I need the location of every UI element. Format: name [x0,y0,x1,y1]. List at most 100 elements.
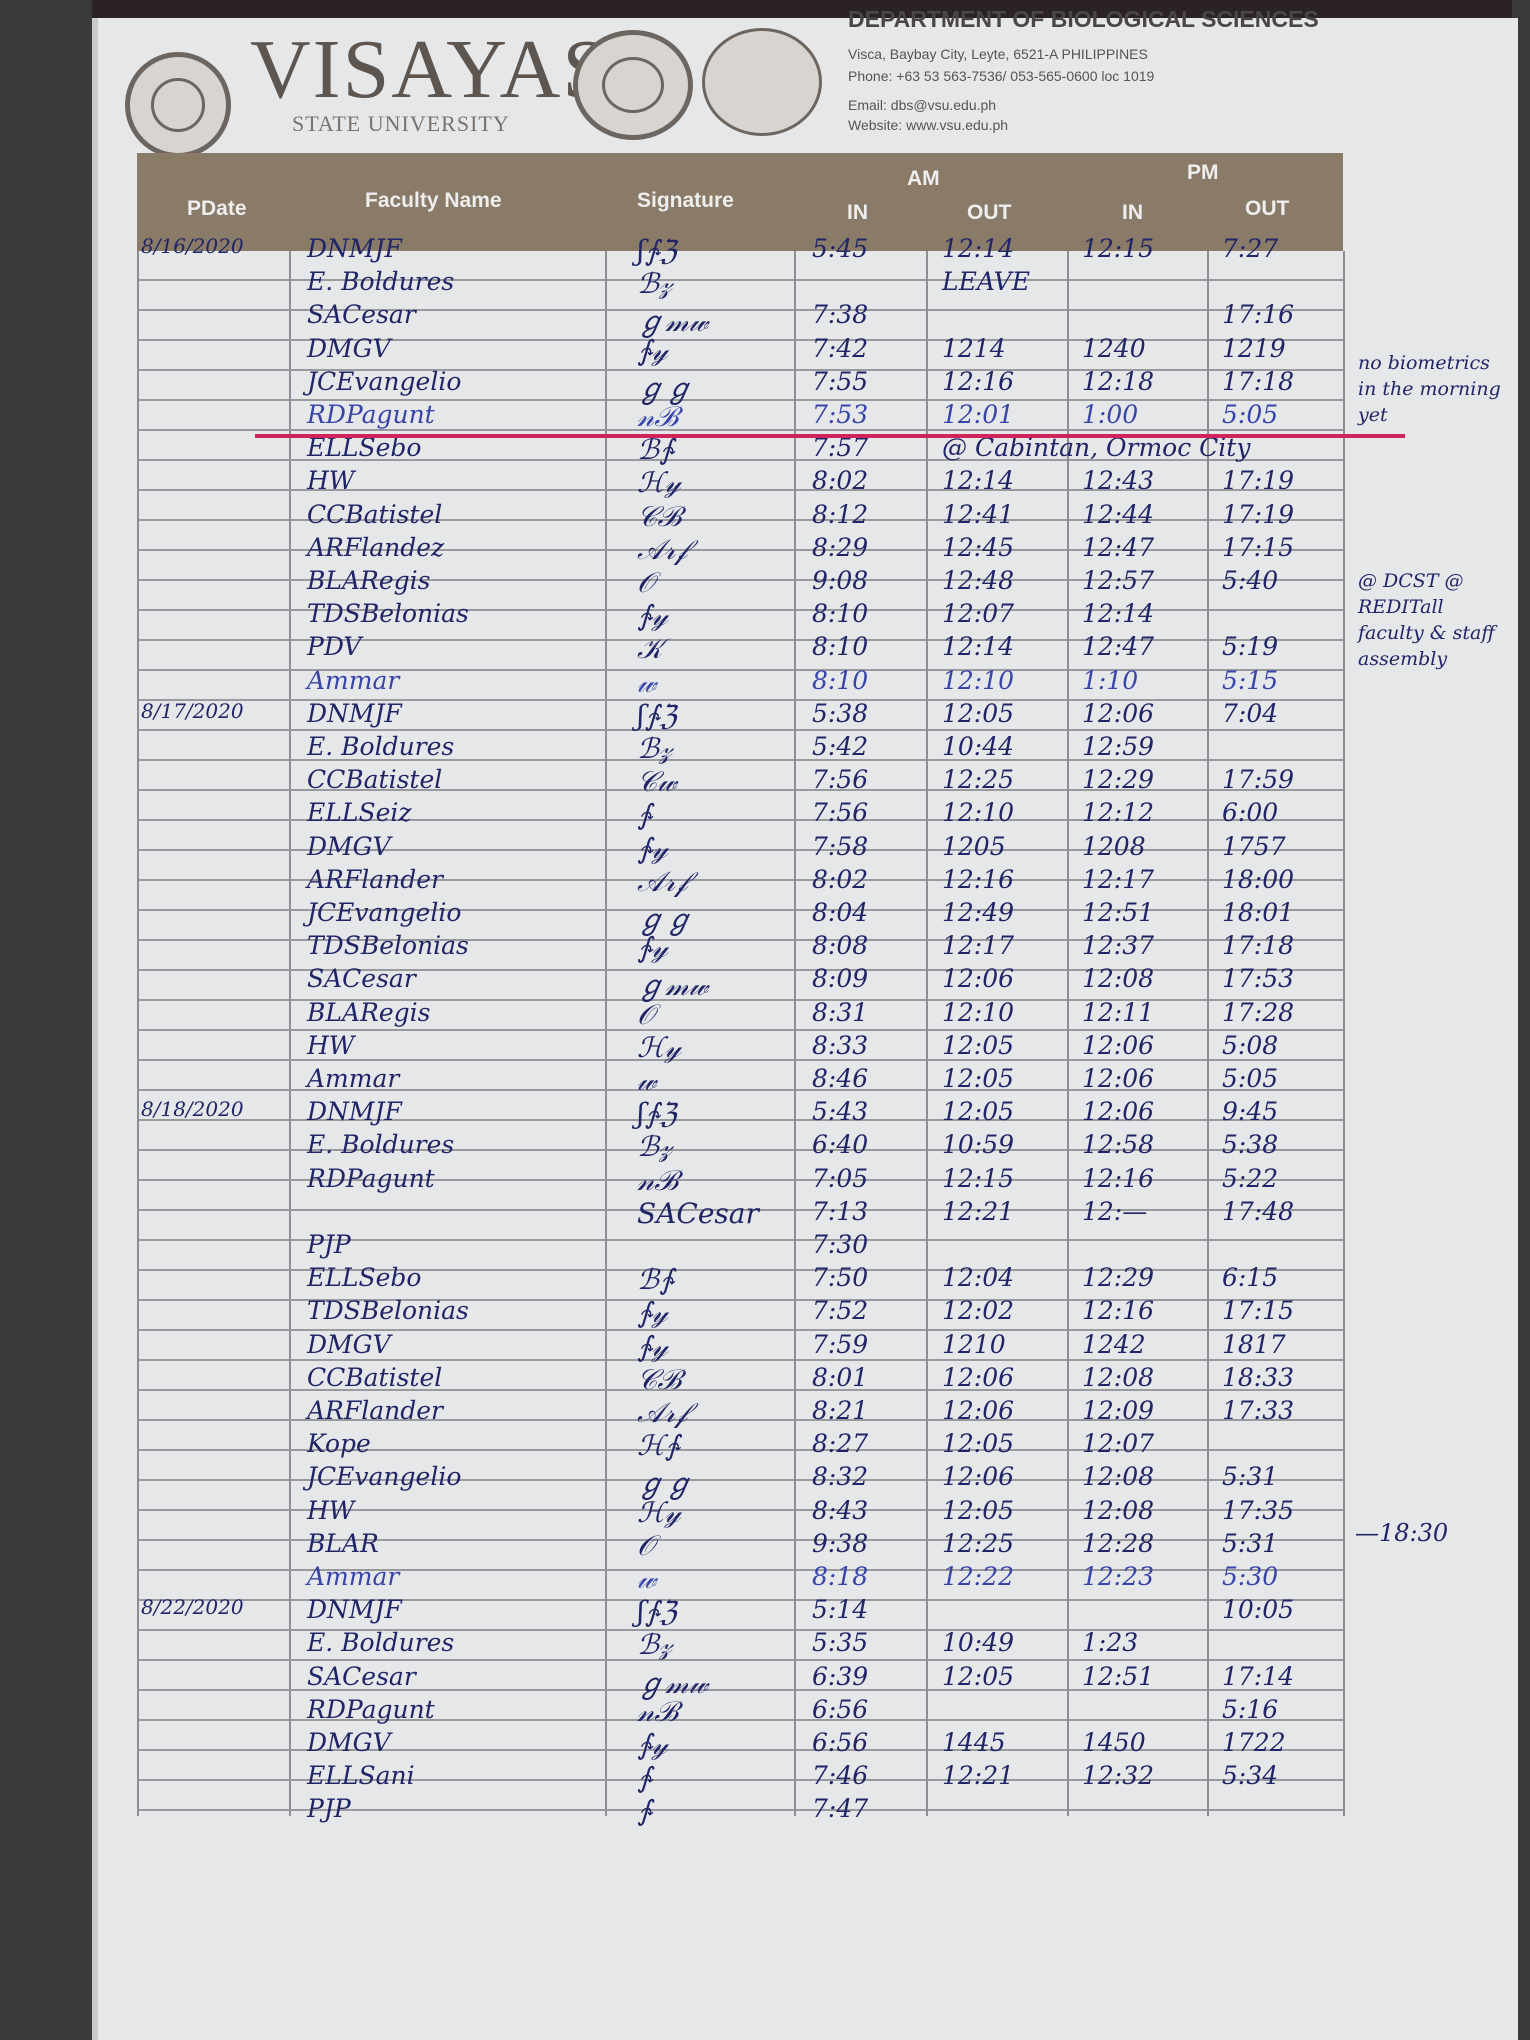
table-row: SACesar ℊ𝓂𝓌 7:38 17:16 [137,298,1343,338]
university-name: VISAYAS [250,23,612,116]
pm-out-cell: 17:59 [1222,765,1295,795]
pm-in-cell: 1208 [1082,831,1146,861]
am-in-cell: 7:38 [812,300,869,330]
am-out-cell: 1210 [942,1329,1006,1359]
signature-cell: 𝒪 [637,997,655,1031]
am-in-cell: 9:08 [812,566,869,595]
header-pm-out: OUT [1245,197,1290,220]
note-biometrics: no biometrics in the morning yet [1358,352,1501,426]
am-in-cell: 6:39 [812,1661,869,1691]
faculty-name-cell: DMGV [307,333,391,363]
faculty-name-cell: Kope [307,1429,371,1459]
pm-out-cell: 17:15 [1222,1296,1295,1326]
am-in-cell: 8:43 [812,1495,869,1525]
faculty-name-cell: CCBatistel [307,765,443,795]
pm-in-cell: 12:28 [1082,1528,1155,1558]
table-row: CCBatistel 𝒞ℬ 8:01 12:06 12:08 18:33 [137,1361,1343,1396]
faculty-name-cell: SACesar [307,964,416,994]
am-in-cell: 5:35 [812,1628,869,1658]
faculty-name-cell: TDSBelonias [307,931,469,961]
am-in-cell: 8:18 [812,1562,869,1591]
pm-in-cell: 12:44 [1082,499,1155,529]
table-row: 8/18/2020 DNMJF ʃ∱ℨ 5:43 12:05 12:06 9:45 [137,1095,1343,1130]
signature-cell: ℊ𝓂𝓌 [637,1666,709,1700]
pm-in-cell: 1450 [1082,1728,1146,1757]
faculty-name-cell: Ammar [307,1064,400,1093]
pm-out-cell: 1219 [1222,333,1286,363]
table-row: PDV 𝒦 8:10 12:14 12:47 5:19 [137,630,1343,665]
am-out-cell: 12:01 [942,400,1015,429]
pm-out-cell: 17:28 [1222,997,1295,1027]
table-row: DMGV ∱𝓎 7:42 1214 1240 1219 [137,332,1343,367]
signature-cell: ℬ𝓏 [637,732,673,765]
faculty-name-cell: ELLSeiz [307,798,412,828]
table-row: E. Boldures ℬ𝓏 5:42 10:44 12:59 [137,730,1343,765]
faculty-name-cell: CCBatistel [307,499,443,529]
pm-out-cell: 5:19 [1222,632,1279,662]
table-row: TDSBelonias ∱𝓎 8:10 12:07 12:14 [137,597,1343,632]
signature-cell: 𝓌 [637,1064,657,1097]
am-in-cell: 7:55 [812,366,869,396]
faculty-name-cell: PDV [307,632,362,662]
column-divider [137,251,139,1816]
am-out-cell: 1214 [942,333,1006,363]
pm-out-cell: 5:38 [1222,1130,1279,1160]
faculty-name-cell: DNMJF [307,234,402,263]
pm-in-cell: 1240 [1082,333,1146,363]
pm-out-cell: 5:05 [1222,400,1279,429]
pm-out-cell: 1817 [1222,1329,1286,1359]
pm-in-cell: 12:29 [1082,1263,1155,1293]
signature-cell: ℊℊ [637,1467,694,1501]
am-in-cell: 8:09 [812,964,869,994]
table-row: ELLSebo ℬ∱ 7:50 12:04 12:29 6:15 [137,1261,1343,1296]
am-in-cell: 8:08 [812,931,869,961]
am-out-cell: 12:48 [942,566,1015,595]
faculty-name-cell: SACesar [307,300,416,330]
signature-cell: 𝒞ℬ [637,1362,681,1396]
pm-out-cell: 17:15 [1222,532,1295,562]
pm-out-cell: 18:01 [1222,898,1295,927]
am-out-cell: 12:06 [942,1362,1015,1392]
am-out-cell: 12:06 [942,964,1015,994]
table-row: ARFlander 𝒜𝓇𝒻 8:02 12:16 12:17 18:00 [137,863,1343,898]
signature-cell: 𝒪 [637,566,655,599]
am-in-cell: 6:56 [812,1694,869,1724]
pm-in-cell: 12:47 [1082,632,1155,662]
column-divider [1343,251,1345,1816]
am-in-cell: 7:47 [812,1794,869,1824]
table-row: Ammar 𝓌 8:46 12:05 12:06 5:05 [137,1062,1343,1097]
faculty-name-cell: HW [307,1495,355,1525]
am-in-cell: 6:40 [812,1130,869,1160]
table-row: CCBatistel 𝒞ℬ 8:12 12:41 12:44 17:19 [137,498,1343,533]
vsu-seal-logo [125,52,231,158]
am-in-cell: 7:05 [812,1163,869,1193]
signature-cell: ∱𝓎 [637,1728,668,1761]
pm-in-cell: 12:16 [1082,1296,1155,1326]
table-row: JCEvangelio ℊℊ 8:32 12:06 12:08 5:31 [137,1460,1343,1500]
pm-out-cell: 6:00 [1222,798,1279,828]
pm-out-cell: 10:05 [1222,1595,1295,1625]
am-out-cell: 12:25 [942,1528,1015,1558]
date-cell: 8/16/2020 [141,234,244,258]
table-row: HW ℋ𝓎 8:02 12:14 12:43 17:19 [137,464,1343,499]
pm-in-cell: 12:08 [1082,1362,1155,1392]
am-in-cell: 7:58 [812,831,869,861]
faculty-name-cell: BLAR [307,1528,379,1558]
am-in-cell: 8:10 [812,632,869,662]
pm-in-cell: 12:09 [1082,1396,1155,1425]
pm-in-cell: 1:10 [1082,665,1139,695]
am-in-cell: 7:30 [812,1230,869,1259]
am-out-cell: 12:17 [942,931,1015,961]
signature-cell: 𝓃ℬ [637,1694,678,1728]
pm-in-cell: 12:08 [1082,1462,1155,1492]
table-row: RDPagunt 𝓃ℬ 6:56 5:16 [137,1693,1343,1728]
pm-out-cell: 1757 [1222,831,1286,861]
table-row: ARFlander 𝒜𝓇𝒻 8:21 12:06 12:09 17:33 [137,1394,1343,1429]
signature-cell: ℊℊ [637,903,694,936]
faculty-name-cell: DNMJF [307,698,402,728]
am-in-cell: 8:02 [812,466,869,496]
pm-in-cell: 12:57 [1082,566,1155,595]
faculty-name-cell: ELLSani [307,1761,415,1791]
pm-out-cell: 5:31 [1222,1462,1279,1492]
ruled-grid [137,251,1343,1816]
